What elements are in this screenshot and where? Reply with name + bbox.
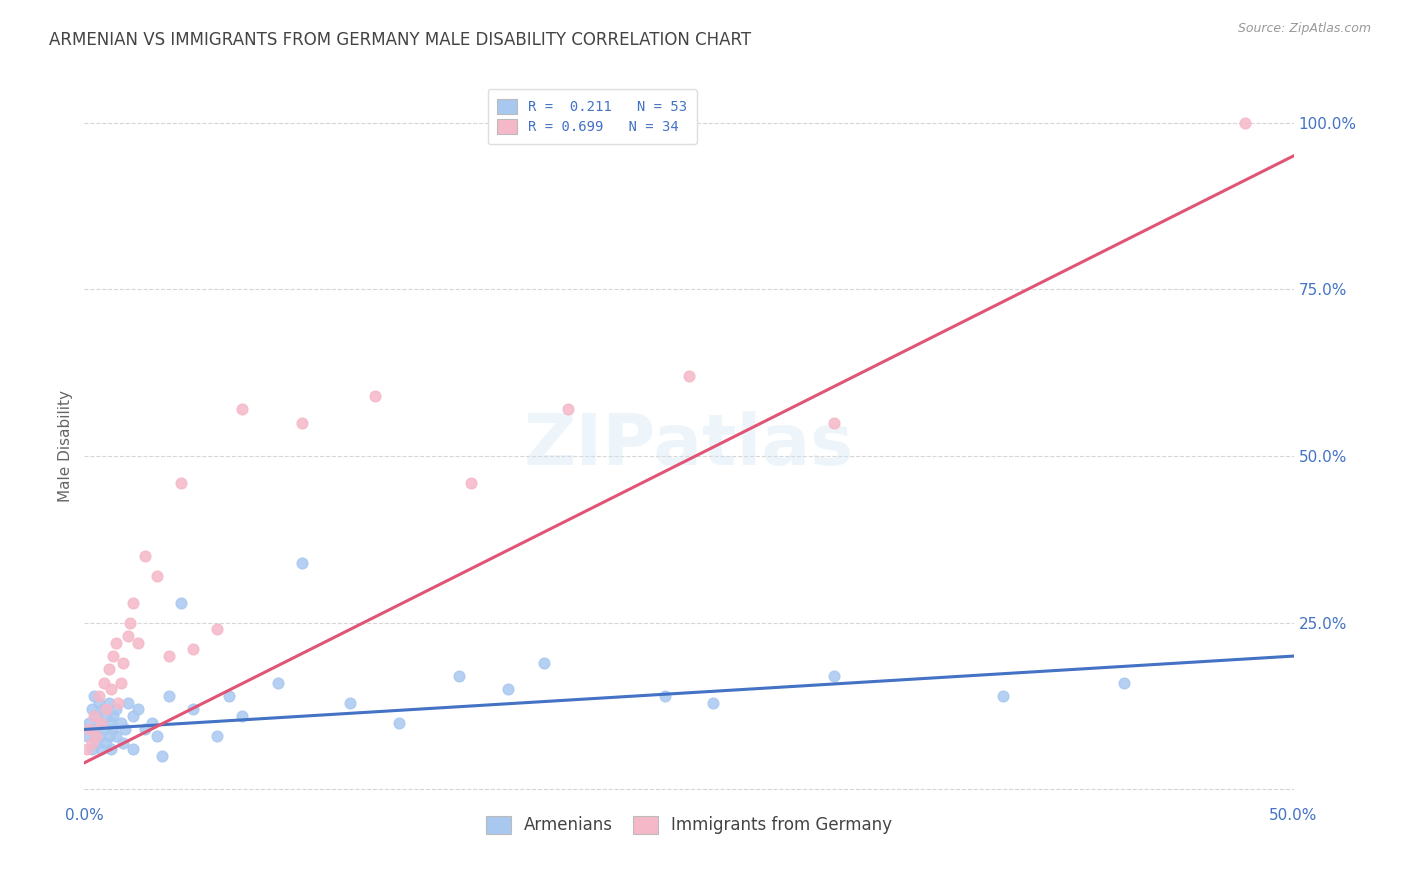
Point (76, 729, 98, 743)
Point (127, 636, 149, 650)
Point (363, 389, 385, 403)
Point (94, 702, 117, 716)
Point (120, 615, 142, 630)
Point (823, 416, 845, 430)
Point (678, 368, 700, 383)
Point (80, 702, 103, 716)
Point (103, 649, 125, 664)
Point (121, 596, 143, 610)
Point (170, 475, 193, 490)
Point (533, 656, 555, 670)
Point (654, 689, 676, 703)
Point (1114, 675, 1136, 690)
Point (218, 689, 240, 703)
Point (110, 675, 132, 690)
Point (77, 723, 100, 737)
Point (94, 709, 117, 723)
Point (157, 649, 180, 664)
Point (83, 689, 105, 703)
Point (90, 715, 112, 730)
Point (181, 702, 204, 716)
Point (90, 742, 112, 756)
Point (86, 709, 108, 723)
Point (157, 689, 180, 703)
Point (100, 742, 122, 756)
Point (207, 729, 229, 743)
Point (388, 715, 411, 730)
Point (141, 715, 163, 730)
Text: ZIPatlas: ZIPatlas (524, 411, 853, 481)
Point (97, 696, 120, 710)
Point (86, 736, 108, 750)
Point (76, 742, 98, 756)
Point (117, 696, 139, 710)
Point (93, 723, 115, 737)
Point (993, 689, 1015, 703)
Point (112, 656, 135, 670)
Text: ARMENIAN VS IMMIGRANTS FROM GERMANY MALE DISABILITY CORRELATION CHART: ARMENIAN VS IMMIGRANTS FROM GERMANY MALE… (49, 31, 751, 49)
Legend: Armenians, Immigrants from Germany: Armenians, Immigrants from Germany (475, 805, 903, 845)
Point (104, 729, 127, 743)
Point (121, 742, 143, 756)
Text: Source: ZipAtlas.com: Source: ZipAtlas.com (1237, 22, 1371, 36)
Point (170, 596, 193, 610)
Point (117, 629, 139, 643)
Point (291, 556, 314, 570)
Point (100, 715, 122, 730)
Point (460, 475, 482, 490)
Point (1234, 115, 1257, 129)
Point (146, 569, 169, 583)
Point (104, 702, 127, 716)
Point (103, 723, 125, 737)
Point (127, 702, 149, 716)
Point (97, 729, 120, 743)
Point (103, 709, 125, 723)
Point (100, 682, 122, 697)
Point (87, 689, 110, 703)
Point (104, 636, 127, 650)
Point (702, 696, 724, 710)
Point (87, 729, 110, 743)
Point (93, 675, 115, 690)
Point (83, 723, 105, 737)
Point (94, 736, 117, 750)
Point (86, 729, 108, 743)
Point (80, 742, 103, 756)
Point (134, 549, 156, 563)
Point (291, 416, 314, 430)
Point (231, 402, 253, 417)
Point (339, 696, 361, 710)
Point (97, 662, 120, 676)
Point (207, 623, 229, 637)
Point (110, 715, 132, 730)
Point (93, 702, 115, 716)
Point (557, 402, 579, 417)
Point (231, 709, 253, 723)
Point (449, 669, 471, 683)
Point (107, 696, 129, 710)
Point (90, 715, 112, 730)
Point (87, 696, 110, 710)
Point (77, 715, 100, 730)
Point (496, 682, 519, 697)
Point (114, 723, 136, 737)
Point (823, 669, 845, 683)
Point (181, 642, 204, 657)
Point (83, 709, 105, 723)
Point (134, 723, 156, 737)
Point (267, 675, 290, 690)
Point (121, 709, 143, 723)
Point (150, 749, 173, 764)
Y-axis label: Male Disability: Male Disability (58, 390, 73, 502)
Point (80, 736, 103, 750)
Point (112, 736, 135, 750)
Point (146, 729, 169, 743)
